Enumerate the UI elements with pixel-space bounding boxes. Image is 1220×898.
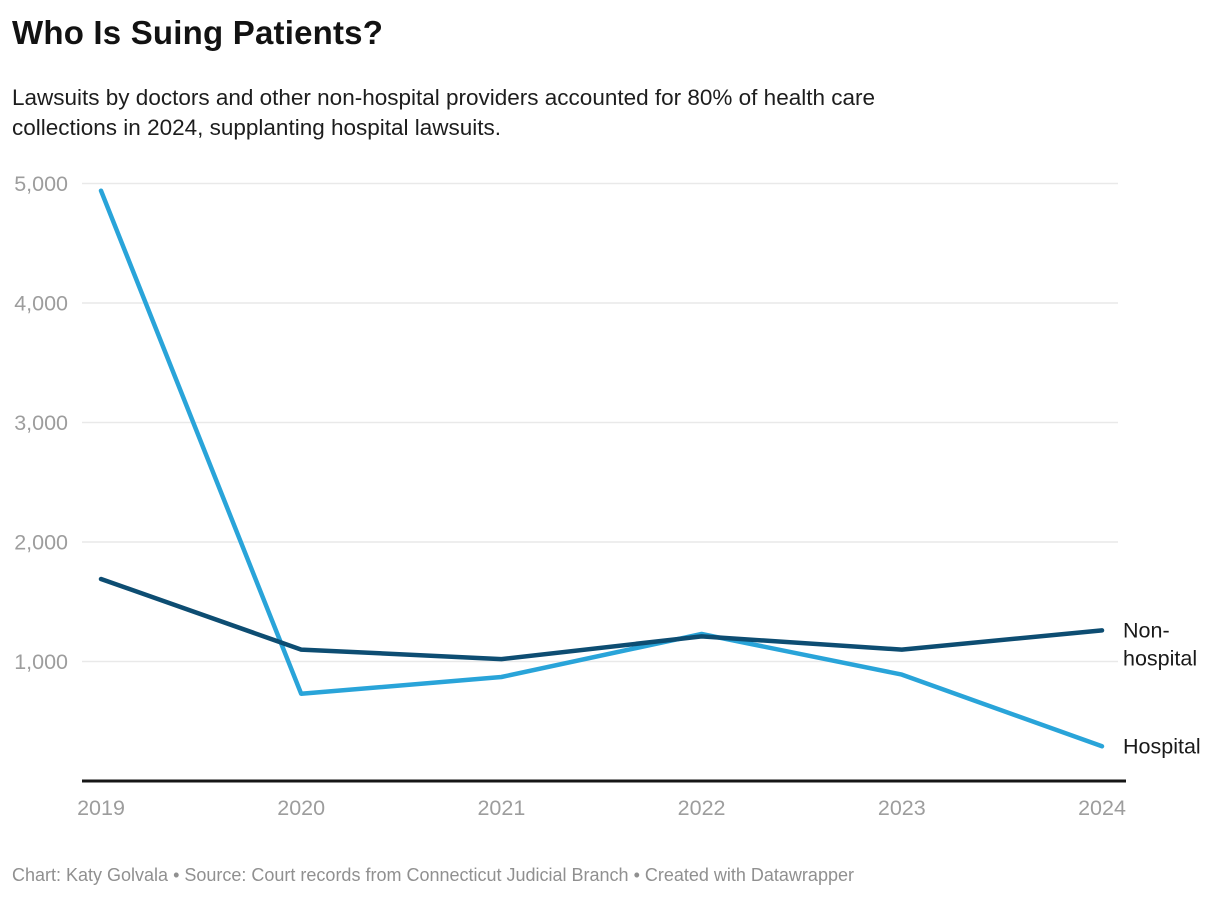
- chart-subtitle-line-1: Lawsuits by doctors and other non-hospit…: [12, 85, 876, 110]
- x-axis-tick-label: 2023: [878, 796, 926, 820]
- series-line-hospital: [98, 188, 1105, 749]
- x-axis-tick-label: 2020: [277, 796, 325, 820]
- y-axis-tick-label: 4,000: [14, 292, 68, 316]
- y-axis-tick-label: 2,000: [14, 531, 68, 555]
- chart-subtitle-line-2: collections in 2024, supplanting hospita…: [12, 115, 502, 140]
- series-label-non-hospital: Non-hospital: [1123, 618, 1197, 670]
- y-axis-tick-label: 3,000: [14, 411, 68, 435]
- x-axis-tick-label: 2021: [477, 796, 525, 820]
- x-axis-tick-label: 2019: [77, 796, 125, 820]
- chart-title: Who Is Suing Patients?: [12, 14, 384, 51]
- x-axis-tick-label: 2022: [678, 796, 726, 820]
- y-axis-tick-label: 1,000: [14, 650, 68, 674]
- line-chart: 1,000 2,000 3,000 4,000 5,000 2019 2020 2021 202…: [14, 172, 1201, 820]
- y-axis-tick-label: 5,000: [14, 172, 68, 196]
- chart-subtitle: Lawsuits by doctors and other non-hospit…: [12, 83, 875, 143]
- series-line-non-hospital: [98, 576, 1105, 662]
- chart-footer-credit: Chart: Katy Golvala • Source: Court reco…: [12, 865, 854, 885]
- series-label-hospital: Hospital: [1123, 734, 1201, 758]
- x-axis-tick-label: 2024: [1078, 796, 1126, 820]
